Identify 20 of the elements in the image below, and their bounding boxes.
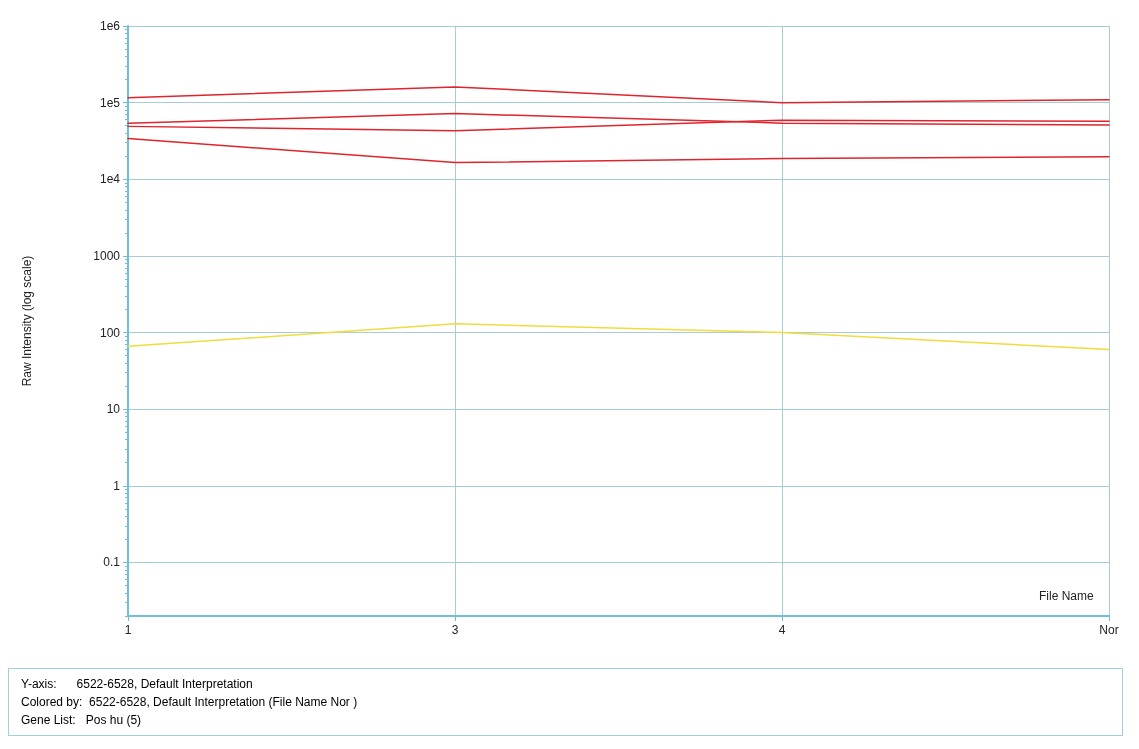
y-tick-label: 10 <box>106 402 121 417</box>
x-tick-label: 1 <box>124 623 132 637</box>
text: Gene List: Pos hu (5) <box>21 712 143 729</box>
y-axis-title: Raw Intensity (log scale) <box>20 255 34 387</box>
text: Colored by: 6522-6528, Default Interpretation (File Name Nor ) <box>21 694 359 711</box>
x-axis-title: File Name <box>1039 589 1095 603</box>
y-tick-label: 1 <box>113 478 121 493</box>
line-series <box>127 86 1110 104</box>
x-tick-label: 4 <box>778 623 786 637</box>
text: Y-axis: 6522-6528, Default Interpretation <box>21 676 254 693</box>
y-tick-label: 1e4 <box>99 172 121 187</box>
y-tick-label: 100 <box>99 325 121 340</box>
y-tick-label: 1e6 <box>99 19 121 33</box>
x-tick-label: Nor <box>1099 623 1119 637</box>
y-tick-label: 1000 <box>93 248 121 263</box>
y-tick-label: 1e5 <box>99 95 121 110</box>
y-tick-label: 0.1 <box>103 555 121 570</box>
x-tick-label: 3 <box>451 623 459 637</box>
line-series <box>127 137 1110 164</box>
line-series <box>127 323 1110 351</box>
